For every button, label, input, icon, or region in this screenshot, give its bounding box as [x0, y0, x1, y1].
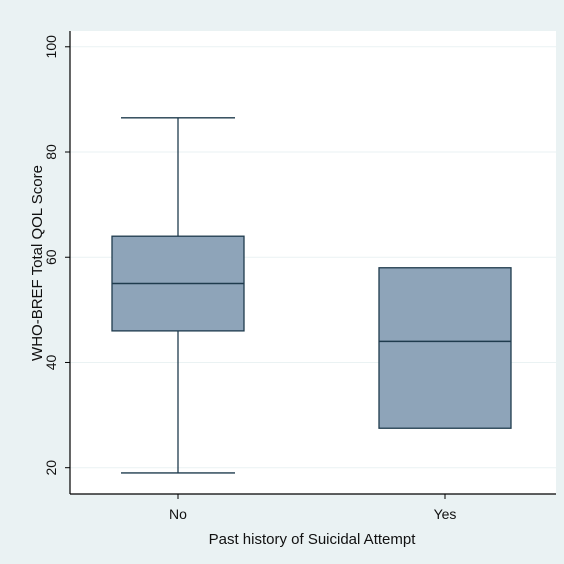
y-tick-label-40: 40	[43, 354, 59, 370]
x-tick-label-no: No	[169, 506, 187, 522]
y-tick-label-80: 80	[43, 144, 59, 160]
box-yes	[378, 267, 512, 429]
y-tick-label-60: 60	[43, 249, 59, 265]
boxes	[111, 117, 512, 474]
y-axis-title: WHO-BREF Total QOL Score	[29, 165, 46, 361]
x-tick-label-yes: Yes	[434, 506, 457, 522]
y-tick-label-100: 100	[43, 35, 59, 59]
y-tick-label-20: 20	[43, 460, 59, 476]
x-axis-title: Past history of Suicidal Attempt	[209, 531, 417, 548]
iqr-box	[378, 267, 512, 429]
axes	[65, 31, 556, 499]
tick-labels: 20 40 60 80 100 No Yes	[43, 35, 456, 522]
box-no	[111, 117, 245, 474]
